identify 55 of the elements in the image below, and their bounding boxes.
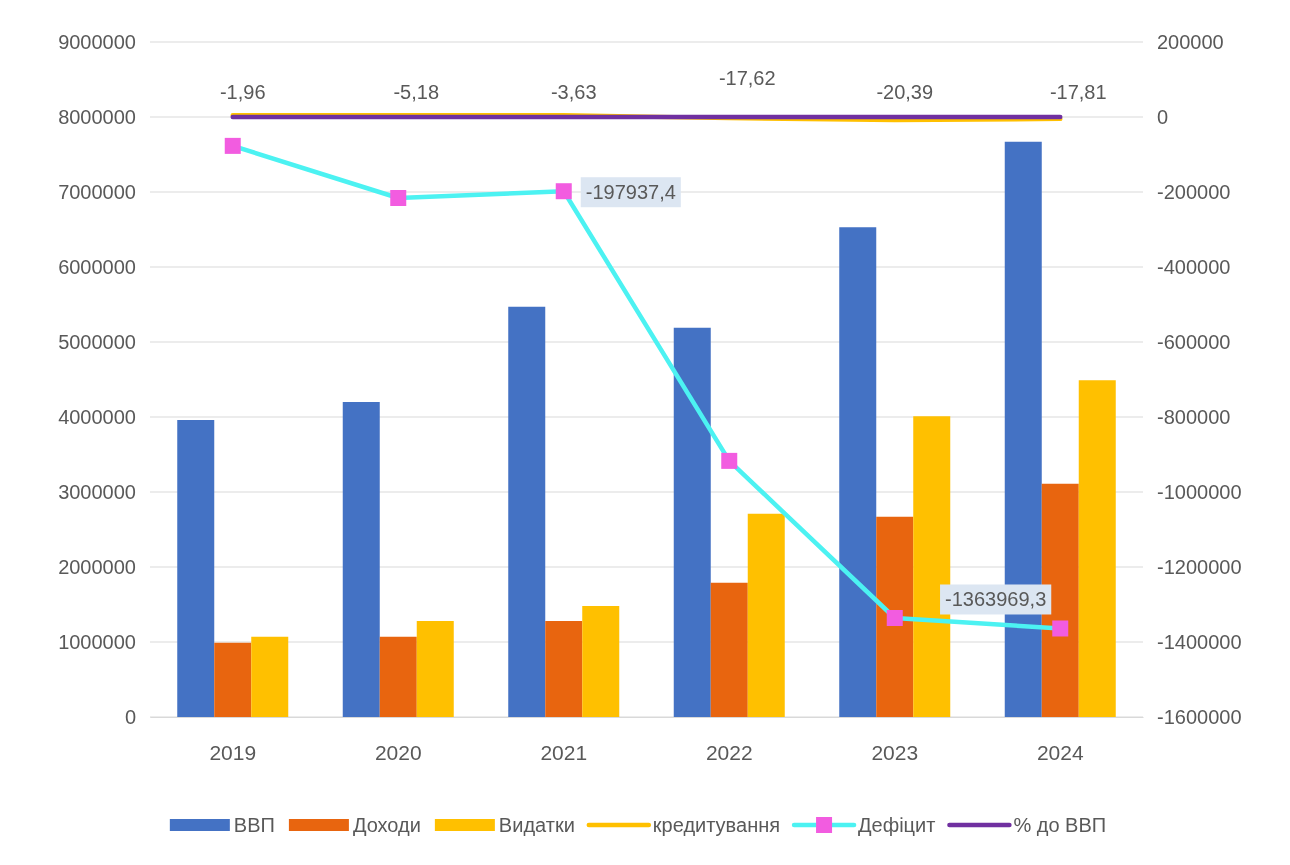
data-label: -20,39 [876, 81, 934, 104]
legend-label: ВВП [233, 814, 275, 836]
y2-tick-label: -1000000 [1157, 480, 1242, 503]
bar [876, 516, 914, 717]
legend-label: кредитування [652, 814, 781, 836]
x-tick-label: 2019 [209, 740, 257, 764]
data-label: -5,18 [393, 81, 440, 103]
legend-label: % до ВВП [1013, 814, 1107, 836]
data-label: -1363969,3 [945, 588, 1047, 611]
data-label: -3,63 [550, 81, 597, 103]
bar [1078, 380, 1116, 717]
y2-tick-label: 200000 [1157, 30, 1224, 53]
bar [747, 513, 785, 717]
y-tick-label: 3000000 [58, 480, 136, 503]
bar [342, 402, 380, 717]
data-label: -17,81 [1049, 81, 1107, 104]
x-tick-label: 2022 [705, 740, 753, 764]
y-tick-label: 2000000 [58, 555, 136, 578]
bar [508, 306, 546, 717]
y2-tick-label: -800000 [1157, 405, 1231, 428]
x-tick-label: 2020 [374, 740, 422, 764]
y-tick-label: 5000000 [58, 330, 136, 353]
y2-tick-label: -200000 [1157, 180, 1231, 203]
x-tick-label: 2023 [871, 740, 919, 764]
y-tick-label: 6000000 [58, 255, 136, 278]
legend-label: Дефіцит [858, 814, 936, 836]
bar [177, 420, 215, 717]
bar [251, 636, 289, 717]
y2-tick-label: -600000 [1157, 330, 1231, 353]
y2-tick-label: -1200000 [1157, 555, 1242, 578]
bar [839, 227, 877, 717]
data-label: -197937,4 [585, 181, 676, 204]
bar [416, 621, 454, 717]
x-tick-label: 2021 [540, 740, 588, 764]
y2-tick-label: -1400000 [1157, 630, 1242, 653]
y-tick-label: 8000000 [58, 105, 136, 128]
data-label: -1,96 [219, 81, 266, 103]
y-tick-label: 9000000 [58, 30, 136, 53]
x-tick-label: 2024 [1036, 740, 1084, 764]
y-tick-label: 4000000 [58, 405, 136, 428]
legend-label: Доходи [352, 814, 421, 836]
bar [214, 642, 252, 717]
y2-tick-label: -1600000 [1157, 705, 1242, 728]
y-tick-label: 1000000 [58, 630, 136, 653]
bar [673, 327, 711, 717]
bar [582, 606, 620, 717]
data-label: -17,62 [718, 67, 776, 90]
y2-tick-label: -400000 [1157, 255, 1231, 278]
legend-label: Видатки [498, 814, 575, 836]
bar [545, 621, 583, 717]
bar [710, 582, 748, 717]
y-tick-label: 0 [124, 705, 136, 728]
y2-tick-label: 0 [1157, 105, 1169, 128]
bar [379, 636, 417, 717]
y-tick-label: 7000000 [58, 180, 136, 203]
